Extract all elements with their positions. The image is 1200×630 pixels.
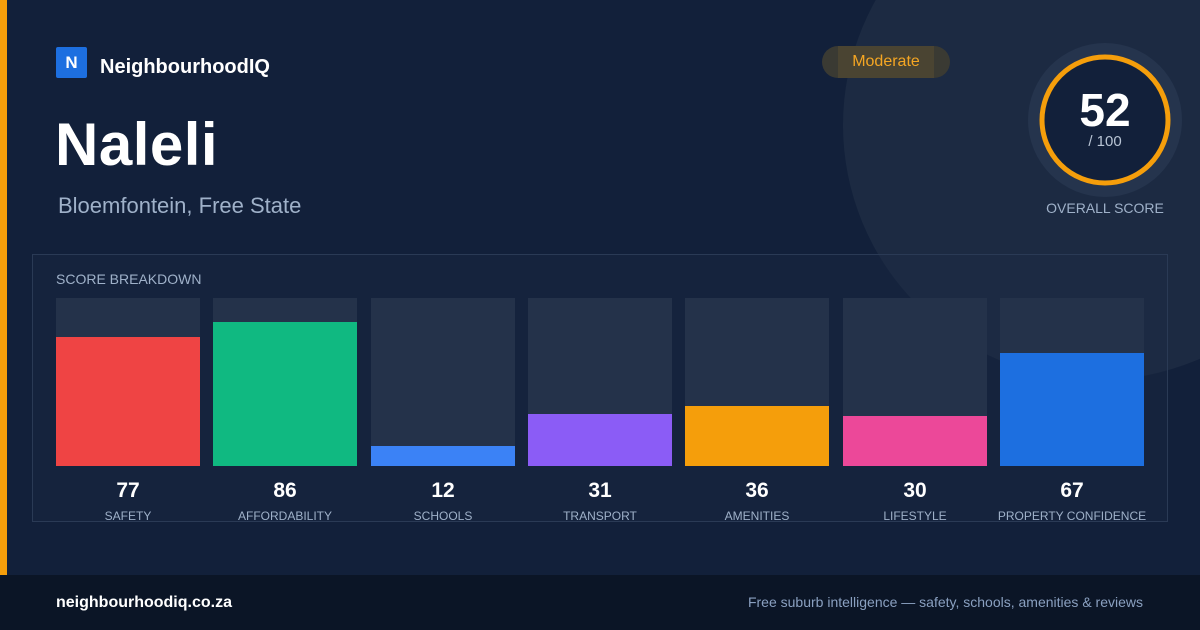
score-bar-fill [1000, 353, 1144, 466]
score-bar-label: TRANSPORT [563, 509, 637, 523]
score-bar-value: 31 [588, 479, 612, 502]
footer-domain-link[interactable]: neighbourhoodiq.co.za [56, 594, 232, 611]
score-bar-fill [685, 406, 829, 466]
score-bar-fill [843, 416, 987, 466]
overall-score-ring [1028, 43, 1182, 197]
score-bar-label: SAFETY [104, 509, 152, 523]
score-bar-transport: 31 TRANSPORT [528, 298, 672, 523]
rating-badge-label: Moderate [838, 46, 934, 78]
brand-name: NeighbourhoodIQ [100, 56, 270, 78]
score-bar-value: 86 [273, 479, 297, 502]
overall-score-caption: OVERALL SCORE [1046, 200, 1164, 216]
score-bar-fill [371, 446, 515, 466]
score-bar-label: AFFORDABILITY [237, 509, 332, 523]
score-bar-track [56, 298, 200, 466]
score-bar-fill [213, 322, 357, 466]
overall-score-value: 52 [1079, 84, 1131, 136]
score-bar-property-confidence: 67 PROPERTY CONFIDENCE [998, 298, 1146, 523]
score-bar-track [213, 298, 357, 466]
score-bar-lifestyle: 30 LIFESTYLE [843, 298, 987, 523]
score-bar-label: AMENITIES [724, 509, 790, 523]
brand[interactable]: N NeighbourhoodIQ [56, 46, 270, 79]
score-bar-fill [56, 337, 200, 466]
score-bar-track [528, 298, 672, 466]
score-bar-track [685, 298, 829, 466]
score-bar-value: 67 [1060, 479, 1084, 502]
score-breakdown-title: SCORE BREAKDOWN [56, 271, 202, 287]
footer-tagline: Free suburb intelligence — safety, schoo… [747, 594, 1143, 610]
score-bar-affordability: 86 AFFORDABILITY [213, 298, 357, 523]
brand-logo-icon: N [56, 47, 87, 78]
score-bar-label: PROPERTY CONFIDENCE [997, 509, 1147, 523]
accent-bar [0, 0, 7, 575]
suburb-location: Bloemfontein, Free State [58, 193, 302, 218]
score-bar-amenities: 36 AMENITIES [685, 298, 829, 523]
score-bar-value: 12 [431, 479, 455, 502]
score-bar-track [1000, 298, 1144, 466]
score-bar-value: 36 [745, 479, 769, 502]
score-bar-value: 77 [116, 479, 140, 502]
score-bar-fill [528, 414, 672, 466]
footer: neighbourhoodiq.co.za Free suburb intell… [0, 575, 1200, 630]
score-ring-arc [1039, 54, 1171, 186]
suburb-name: Naleli [55, 111, 219, 178]
score-bar-value: 30 [903, 479, 927, 502]
rating-badge: Moderate [822, 46, 950, 78]
score-bar-label: SCHOOLS [413, 509, 473, 523]
score-bar-safety: 77 SAFETY [56, 298, 200, 523]
score-bar-track [843, 298, 987, 466]
score-bar-track [371, 298, 515, 466]
score-bar-label: LIFESTYLE [883, 509, 947, 523]
overall-score-max: / 100 [1088, 133, 1122, 150]
score-bar-schools: 12 SCHOOLS [371, 298, 515, 523]
